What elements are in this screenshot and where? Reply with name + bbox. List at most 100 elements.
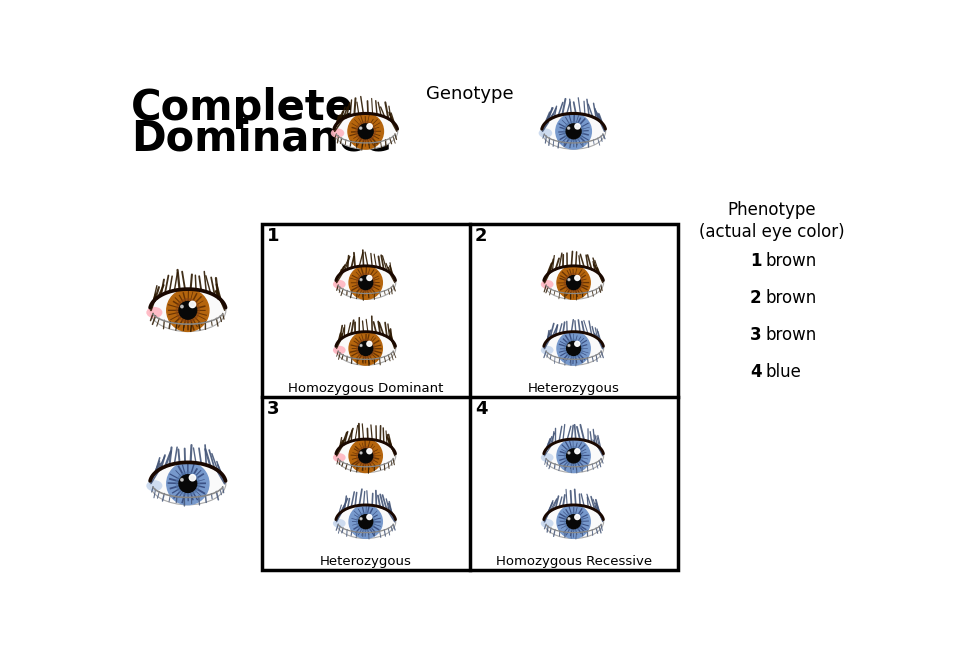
Circle shape bbox=[564, 447, 582, 465]
Text: brown: brown bbox=[765, 326, 816, 343]
Text: 3: 3 bbox=[749, 326, 761, 343]
Circle shape bbox=[360, 127, 361, 129]
Ellipse shape bbox=[543, 332, 603, 365]
Ellipse shape bbox=[543, 439, 603, 472]
Text: 2: 2 bbox=[749, 289, 761, 307]
Circle shape bbox=[567, 127, 570, 129]
Text: Heterozygous: Heterozygous bbox=[528, 382, 618, 395]
Text: 3: 3 bbox=[267, 400, 279, 418]
Circle shape bbox=[360, 452, 361, 454]
Ellipse shape bbox=[147, 307, 162, 318]
Ellipse shape bbox=[538, 128, 552, 138]
Text: Genotype: Genotype bbox=[425, 85, 513, 103]
Text: 4: 4 bbox=[475, 400, 488, 418]
Circle shape bbox=[349, 440, 382, 472]
Circle shape bbox=[574, 515, 579, 520]
Circle shape bbox=[348, 114, 383, 149]
Circle shape bbox=[167, 290, 209, 332]
Circle shape bbox=[568, 518, 570, 520]
Circle shape bbox=[564, 274, 582, 291]
Circle shape bbox=[557, 266, 590, 299]
Circle shape bbox=[366, 124, 372, 129]
Text: 4: 4 bbox=[749, 363, 761, 380]
Circle shape bbox=[568, 278, 570, 280]
Circle shape bbox=[557, 505, 590, 538]
Circle shape bbox=[179, 301, 196, 319]
Ellipse shape bbox=[330, 128, 344, 138]
Circle shape bbox=[357, 447, 374, 465]
Ellipse shape bbox=[335, 439, 396, 472]
Circle shape bbox=[176, 299, 199, 322]
Ellipse shape bbox=[147, 480, 162, 492]
Ellipse shape bbox=[335, 266, 396, 299]
Text: Phenotype
(actual eye color): Phenotype (actual eye color) bbox=[698, 201, 843, 241]
Circle shape bbox=[357, 513, 374, 531]
Ellipse shape bbox=[335, 505, 396, 538]
Circle shape bbox=[349, 332, 382, 365]
Ellipse shape bbox=[540, 345, 553, 355]
Circle shape bbox=[366, 342, 371, 346]
Circle shape bbox=[181, 478, 183, 481]
Circle shape bbox=[557, 332, 590, 365]
Circle shape bbox=[366, 515, 371, 520]
Circle shape bbox=[190, 474, 195, 481]
Ellipse shape bbox=[332, 453, 345, 462]
Ellipse shape bbox=[149, 289, 226, 332]
Ellipse shape bbox=[335, 332, 396, 365]
Text: Complete: Complete bbox=[131, 87, 354, 129]
Ellipse shape bbox=[540, 519, 553, 528]
Circle shape bbox=[357, 340, 374, 357]
Circle shape bbox=[566, 124, 580, 139]
Text: 2: 2 bbox=[475, 227, 488, 245]
Text: Homozygous Recessive: Homozygous Recessive bbox=[495, 555, 651, 568]
Circle shape bbox=[359, 449, 372, 463]
Circle shape bbox=[349, 505, 382, 538]
Circle shape bbox=[566, 515, 580, 528]
Circle shape bbox=[360, 278, 361, 280]
Circle shape bbox=[366, 276, 371, 280]
Ellipse shape bbox=[541, 113, 605, 149]
Ellipse shape bbox=[540, 453, 553, 462]
Circle shape bbox=[564, 513, 582, 531]
Circle shape bbox=[566, 342, 580, 355]
Ellipse shape bbox=[332, 280, 345, 289]
Ellipse shape bbox=[333, 113, 398, 149]
Circle shape bbox=[566, 276, 580, 290]
Text: Heterozygous: Heterozygous bbox=[319, 555, 411, 568]
Circle shape bbox=[176, 472, 199, 495]
Text: brown: brown bbox=[765, 251, 816, 270]
Ellipse shape bbox=[540, 280, 553, 289]
Circle shape bbox=[360, 345, 361, 347]
Circle shape bbox=[366, 449, 371, 454]
Text: 1: 1 bbox=[267, 227, 279, 245]
Ellipse shape bbox=[543, 266, 603, 299]
Ellipse shape bbox=[149, 463, 226, 505]
Text: Homozygous Dominant: Homozygous Dominant bbox=[287, 382, 443, 395]
Circle shape bbox=[557, 440, 590, 472]
Text: 1: 1 bbox=[749, 251, 761, 270]
Circle shape bbox=[190, 301, 195, 307]
Circle shape bbox=[574, 124, 579, 129]
Text: Dominance: Dominance bbox=[131, 118, 392, 159]
Circle shape bbox=[359, 276, 372, 290]
Circle shape bbox=[357, 274, 374, 291]
Text: blue: blue bbox=[765, 363, 800, 380]
Circle shape bbox=[568, 345, 570, 347]
Ellipse shape bbox=[332, 519, 345, 528]
Circle shape bbox=[360, 518, 361, 520]
Circle shape bbox=[568, 452, 570, 454]
Circle shape bbox=[564, 340, 582, 357]
Text: brown: brown bbox=[765, 289, 816, 307]
Circle shape bbox=[359, 342, 372, 355]
Circle shape bbox=[555, 114, 591, 149]
Ellipse shape bbox=[332, 345, 345, 355]
Ellipse shape bbox=[543, 505, 603, 538]
Circle shape bbox=[566, 449, 580, 463]
Bar bbox=[262, 224, 677, 570]
Circle shape bbox=[181, 305, 183, 308]
Circle shape bbox=[349, 266, 382, 299]
Circle shape bbox=[574, 342, 579, 346]
Circle shape bbox=[179, 474, 196, 492]
Circle shape bbox=[564, 122, 582, 141]
Circle shape bbox=[167, 463, 209, 505]
